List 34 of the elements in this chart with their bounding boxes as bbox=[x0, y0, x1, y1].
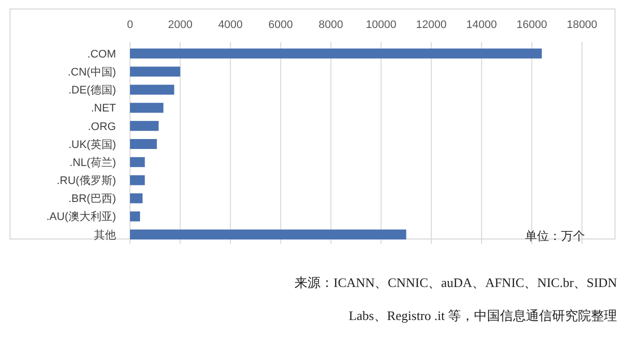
bar bbox=[130, 175, 145, 186]
annotation: 单位：万个 bbox=[525, 229, 585, 243]
bar bbox=[130, 211, 140, 222]
bar bbox=[130, 157, 145, 168]
x-tick-label: 6000 bbox=[268, 19, 293, 31]
bar bbox=[130, 230, 406, 240]
y-tick-label: .DE(德国) bbox=[68, 84, 116, 97]
y-tick-label: .NET bbox=[90, 102, 116, 115]
bar bbox=[130, 139, 157, 149]
x-tick-label: 12000 bbox=[416, 19, 447, 31]
x-tick-label: 8000 bbox=[318, 19, 344, 31]
bar bbox=[130, 66, 180, 77]
bar bbox=[130, 120, 159, 131]
y-tick-label: .COM bbox=[87, 48, 116, 60]
y-tick-label: .ORG bbox=[88, 120, 116, 133]
bar bbox=[130, 48, 542, 58]
x-tick-label: 14000 bbox=[466, 19, 497, 31]
x-tick-label: 4000 bbox=[218, 19, 243, 31]
bar bbox=[130, 193, 143, 204]
x-tick-label: 16000 bbox=[516, 19, 548, 31]
y-tick-label: 其他 bbox=[94, 228, 116, 242]
y-tick-label: .NL(荷兰) bbox=[70, 156, 116, 169]
y-tick-label: .CN(中国) bbox=[68, 65, 116, 78]
y-tick-label: .RU(俄罗斯) bbox=[56, 174, 116, 188]
y-tick-label: .BR(巴西) bbox=[68, 193, 116, 206]
y-tick-label: .UK(英国) bbox=[68, 138, 116, 151]
x-tick-label: 0 bbox=[126, 19, 134, 31]
x-tick-label: 18000 bbox=[566, 19, 598, 31]
y-tick-label: .AU(澳大利亚) bbox=[46, 210, 116, 224]
bar bbox=[130, 102, 164, 113]
x-tick-label: 2000 bbox=[168, 19, 192, 31]
bar bbox=[130, 84, 174, 95]
x-tick-label: 10000 bbox=[366, 19, 396, 31]
text: 来源：ICANN、CNNIC、auDA、AFNIC、NIC.br、SIDN Labs、Registro .it 等，中国信息通信研究院整理 bbox=[294, 275, 617, 323]
